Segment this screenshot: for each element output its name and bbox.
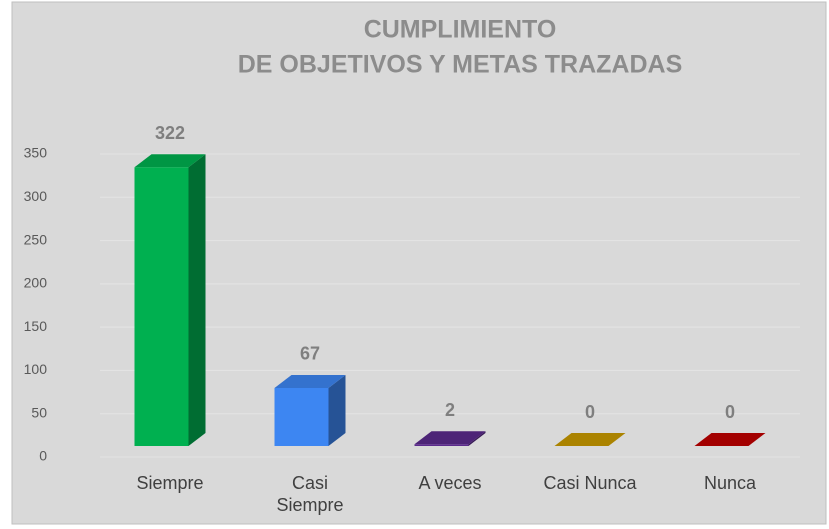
x-tick-label: A veces [418, 473, 482, 493]
data-label: 0 [585, 402, 595, 422]
x-tick-label: Casi Siempre [276, 473, 344, 515]
bar [274, 387, 329, 446]
y-tick-label: 50 [31, 404, 47, 420]
bar-top [554, 433, 626, 446]
data-label: 67 [300, 344, 320, 364]
bar-top [414, 431, 486, 445]
bar [414, 444, 469, 446]
bar-top [134, 154, 206, 168]
y-tick-label: 0 [39, 448, 47, 464]
y-tick-label: 150 [24, 318, 48, 334]
data-label: 322 [155, 123, 185, 143]
bar-top [274, 374, 346, 388]
chart-subtitle: DE OBJETIVOS Y METAS TRAZADAS [238, 51, 683, 79]
y-tick-label: 200 [24, 275, 48, 291]
x-tick-label: Casi Nunca [543, 473, 637, 493]
bar-side [188, 154, 206, 447]
y-tick-label: 300 [24, 188, 48, 204]
bar-top [694, 433, 766, 446]
data-label: 2 [445, 400, 455, 420]
chart-title: CUMPLIMIENTO [364, 16, 557, 44]
x-tick-label: Nunca [703, 473, 757, 493]
bar-side [328, 374, 346, 446]
y-tick-label: 250 [24, 231, 48, 247]
bar-side [468, 431, 486, 446]
x-tick-label: Siempre [136, 473, 204, 493]
y-tick-label: 100 [24, 361, 48, 377]
bar [134, 167, 189, 447]
y-tick-label: 350 [24, 145, 48, 161]
data-label: 0 [725, 402, 735, 422]
